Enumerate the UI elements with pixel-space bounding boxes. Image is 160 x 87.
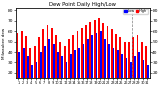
Bar: [66, 62, 67, 87]
Bar: [60, 42, 61, 87]
Bar: [100, 31, 102, 87]
Bar: [134, 56, 136, 87]
Bar: [42, 29, 44, 87]
Bar: [72, 35, 74, 87]
Bar: [138, 52, 140, 87]
Bar: [40, 52, 42, 87]
Bar: [120, 37, 121, 87]
Bar: [57, 52, 59, 87]
Bar: [104, 39, 106, 87]
Bar: [141, 42, 143, 87]
Bar: [53, 44, 55, 87]
Bar: [113, 48, 114, 87]
Bar: [64, 46, 66, 87]
Bar: [36, 62, 37, 87]
Bar: [121, 54, 123, 87]
Bar: [77, 31, 78, 87]
Bar: [44, 46, 46, 87]
Bar: [94, 20, 96, 87]
Bar: [137, 35, 138, 87]
Bar: [47, 25, 48, 87]
Bar: [34, 46, 36, 87]
Bar: [87, 39, 89, 87]
Bar: [124, 42, 126, 87]
Bar: [111, 29, 113, 87]
Bar: [27, 56, 29, 87]
Bar: [117, 50, 119, 87]
Bar: [83, 44, 84, 87]
Bar: [25, 36, 27, 87]
Bar: [98, 18, 100, 87]
Legend: Low, High: Low, High: [123, 9, 148, 14]
Bar: [18, 52, 20, 87]
Bar: [96, 33, 97, 87]
Bar: [145, 46, 147, 87]
Bar: [89, 22, 91, 87]
Bar: [108, 44, 110, 87]
Bar: [78, 48, 80, 87]
Bar: [55, 35, 57, 87]
Bar: [102, 23, 104, 87]
Bar: [48, 39, 50, 87]
Bar: [23, 48, 24, 87]
Bar: [38, 37, 40, 87]
Bar: [21, 31, 23, 87]
Bar: [74, 50, 76, 87]
Bar: [70, 54, 72, 87]
Bar: [68, 39, 70, 87]
Bar: [91, 35, 93, 87]
Bar: [107, 26, 108, 87]
Bar: [115, 34, 117, 87]
Bar: [143, 60, 144, 87]
Bar: [128, 42, 130, 87]
Bar: [61, 56, 63, 87]
Bar: [147, 65, 149, 87]
Y-axis label: Milwaukee dew: Milwaukee dew: [2, 27, 6, 59]
Bar: [31, 65, 33, 87]
Bar: [132, 37, 134, 87]
Bar: [81, 28, 83, 87]
Title: Dew Point Daily High/Low: Dew Point Daily High/Low: [49, 2, 116, 7]
Bar: [29, 48, 31, 87]
Bar: [51, 28, 53, 87]
Bar: [17, 33, 18, 87]
Bar: [130, 62, 132, 87]
Bar: [85, 25, 87, 87]
Bar: [126, 58, 127, 87]
